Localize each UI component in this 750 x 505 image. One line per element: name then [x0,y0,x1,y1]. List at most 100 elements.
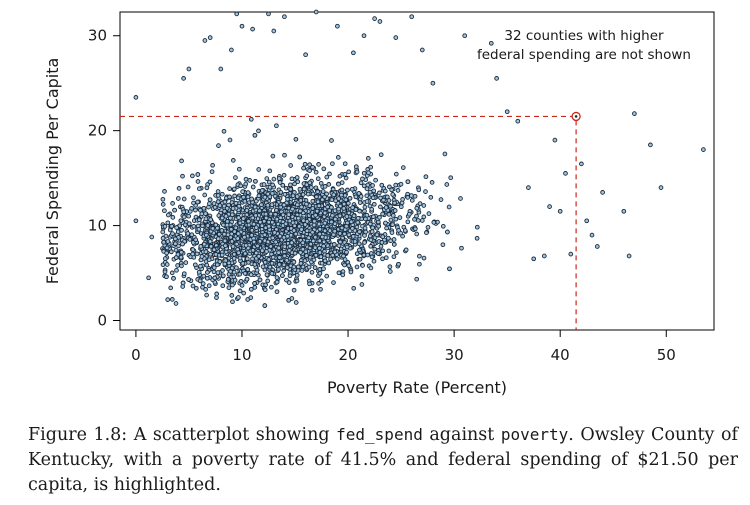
data-point [282,173,286,177]
data-point [399,182,403,186]
data-point [340,188,344,192]
data-point [278,234,282,238]
data-point [147,276,151,280]
data-point [475,236,479,240]
data-point [356,221,360,225]
data-point [239,279,243,283]
data-point [281,183,285,187]
data-point [441,243,445,247]
data-point [351,235,355,239]
data-point [217,232,221,236]
data-point [184,261,188,265]
data-point [401,198,405,202]
data-point [305,220,309,224]
data-point [235,12,239,16]
data-point [397,229,401,233]
data-point [235,266,239,270]
data-point [391,223,395,227]
data-point [230,48,234,52]
x-axis-label: Poverty Rate (Percent) [327,378,507,397]
data-point [350,187,354,191]
data-point [229,216,233,220]
data-point [289,164,293,168]
data-point [352,286,356,290]
data-point [323,185,327,189]
data-point [253,205,257,209]
data-point [358,248,362,252]
data-point [463,34,467,38]
data-point [341,273,345,277]
data-point [318,239,322,243]
data-point [425,231,429,235]
data-point [268,265,272,269]
data-point [257,194,261,198]
data-point [309,186,313,190]
data-point [345,245,349,249]
data-point [292,260,296,264]
data-point [375,233,379,237]
data-point [420,219,424,223]
data-point [258,209,262,213]
data-point [190,207,194,211]
data-point [163,225,167,229]
data-point [232,187,236,191]
data-point [267,180,271,184]
data-point [373,247,377,251]
data-point [191,174,195,178]
data-point [331,253,335,257]
data-point [269,245,273,249]
data-point [279,190,283,194]
data-point [347,264,351,268]
data-point [207,258,211,262]
data-point [199,264,203,268]
data-point [347,233,351,237]
data-point [399,205,403,209]
data-point [256,244,260,248]
data-point [187,278,191,282]
data-point [200,255,204,259]
data-point [179,219,183,223]
data-point [165,275,169,279]
data-point [206,224,210,228]
data-point [296,203,300,207]
data-point [343,162,347,166]
data-point [415,277,419,281]
data-point [204,250,208,254]
data-point [302,166,306,170]
data-point [362,253,366,257]
data-point [237,167,241,171]
data-point [328,229,332,233]
data-point [415,232,419,236]
data-point [308,282,312,286]
data-point [322,167,326,171]
data-point [371,184,375,188]
data-point [300,228,304,232]
data-point [196,173,200,177]
y-tick-label: 10 [88,217,107,235]
data-point [231,300,235,304]
data-point [231,283,235,287]
data-point [208,198,212,202]
data-point [300,205,304,209]
data-point [217,144,221,148]
data-point [263,304,267,308]
data-point [427,212,431,216]
data-point [314,213,318,217]
data-point [202,206,206,210]
data-point [186,232,190,236]
data-point [298,209,302,213]
data-point [208,240,212,244]
x-tick-label: 40 [551,346,570,364]
data-point [370,230,374,234]
data-point [394,172,398,176]
data-point [240,24,244,28]
data-point [332,243,336,247]
data-point [266,203,270,207]
data-point [283,153,287,157]
data-point [313,246,317,250]
data-point [223,200,227,204]
data-point [239,184,243,188]
data-point [333,222,337,226]
data-point [246,195,250,199]
data-point [370,207,374,211]
